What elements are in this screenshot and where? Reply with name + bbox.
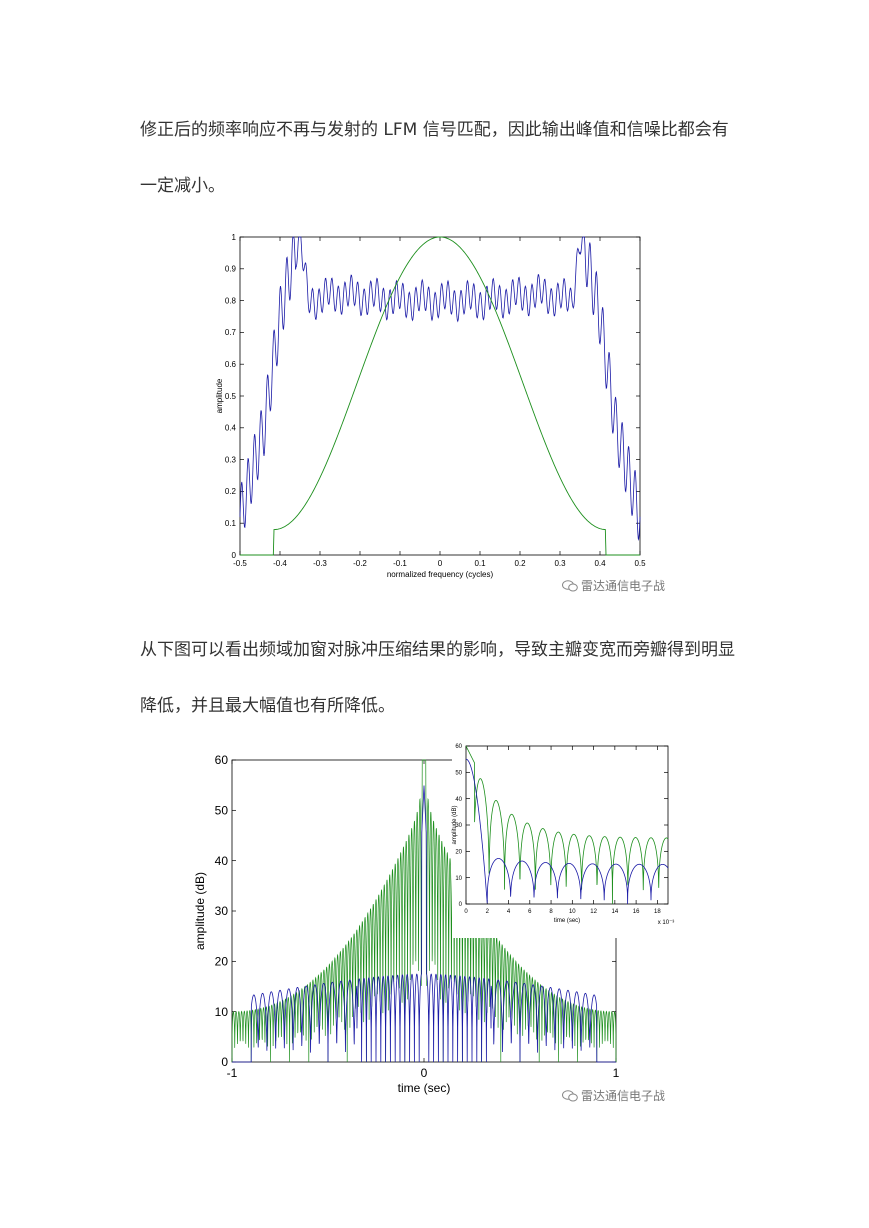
fig2-inset-y-tick-label: 50 — [455, 770, 462, 776]
fig1-x-tick-label: 0.3 — [554, 559, 566, 568]
fig2-inset-y-tick-label: 20 — [455, 849, 462, 855]
fig1-x-tick-label: 0.5 — [634, 559, 646, 568]
fig2-inset-x-tick-label: 0 — [464, 909, 468, 915]
fig2-inset-y-tick-label: 0 — [459, 902, 463, 908]
fig1-y-axis-label: amplitude — [215, 378, 224, 413]
fig2-inset: 0 2 4 6 8 10 12 14 16 18 0 10 20 30 40 50 60 time (sec) am… — [452, 740, 680, 938]
fig1-x-tick-label: -0.2 — [353, 559, 367, 568]
frequency-response-chart: -0.5 -0.4 -0.3 -0.2 -0.1 0 0.1 0.2 0.3 0.4 0.5 0 0.1… — [215, 233, 646, 579]
fig2-inset-y-tick-label: 60 — [455, 744, 462, 750]
fig2-inset-x-tick-label: 2 — [486, 909, 490, 915]
fig1-x-axis-label: normalized frequency (cycles) — [387, 570, 494, 579]
fig2-inset-series-blue-line — [465, 758, 669, 905]
fig1-x-tick-label: 0.4 — [594, 559, 606, 568]
fig1-x-tick-label: -0.5 — [233, 559, 247, 568]
watermark-1: 雷达通信电子战 — [562, 577, 665, 594]
fig2-inset-x-tick-label: 18 — [654, 909, 661, 915]
fig2-inset-plot-area — [465, 745, 669, 905]
paragraph-1: 修正后的频率响应不再与发射的 LFM 信号匹配，因此输出峰值和信噪比都会有一定减… — [140, 120, 729, 196]
fig2-y-axis-label: amplitude (dB) — [193, 872, 207, 950]
fig2-inset-x-tick-label: 8 — [549, 909, 553, 915]
fig2-inset-x-axis-label: time (sec) — [554, 918, 580, 924]
fig1-y-tick-label: 0.1 — [225, 519, 237, 528]
fig2-series-green-line — [231, 759, 617, 1063]
fig2-inset-y-tick-label: 30 — [455, 823, 462, 829]
fig1-y-tick-label: 0.5 — [225, 392, 237, 401]
fig1-series-blue-line — [239, 236, 641, 541]
fig2-y-tick-label: 60 — [215, 753, 229, 767]
fig2-y-tick-label: 40 — [215, 854, 229, 868]
fig2-inset-x-tick-label: 14 — [611, 909, 618, 915]
fig1-y-tick-label: 0.3 — [225, 455, 237, 464]
fig2-inset-x-tick-label: 12 — [590, 909, 597, 915]
fig1-y-tick-label: 0.6 — [225, 360, 237, 369]
fig1-x-tick-label: 0 — [438, 559, 443, 568]
fig2-inset-y-axis-label: amplitude (dB) — [452, 805, 458, 844]
fig2-inset-x-tick-label: 4 — [507, 909, 511, 915]
wechat-icon — [562, 1089, 578, 1101]
fig2-y-tick-label: 30 — [215, 904, 229, 918]
fig1-y-tick-label: 0.9 — [225, 265, 237, 274]
fig1-y-tick-label: 0.8 — [225, 296, 237, 305]
fig2-inset-series-green-line — [465, 745, 669, 905]
fig2-inset-exponent-label: x 10⁻³ — [658, 920, 675, 926]
fig1-series-green-line — [240, 236, 640, 556]
fig1-x-tick-label: -0.3 — [313, 559, 327, 568]
watermark-text: 雷达通信电子战 — [581, 1089, 666, 1103]
fig1-x-tick-label: -0.4 — [273, 559, 287, 568]
fig2-y-tick-label: 0 — [221, 1055, 228, 1069]
fig1-y-tick-label: 1 — [232, 233, 237, 242]
fig1-x-tick-label: 0.2 — [514, 559, 526, 568]
watermark-text: 雷达通信电子战 — [581, 579, 666, 593]
fig2-series-blue-line — [232, 785, 616, 1063]
fig2-x-tick-label: 0 — [421, 1066, 428, 1080]
fig2-inset-y-tick-label: 40 — [455, 797, 462, 803]
fig2-inset-x-tick-label: 10 — [569, 909, 576, 915]
fig1-y-tick-label: 0.2 — [225, 487, 237, 496]
fig2-inset-x-tick-label: 6 — [528, 909, 532, 915]
fig1-x-tick-label: 0.1 — [474, 559, 486, 568]
fig2-y-tick-label: 20 — [215, 955, 229, 969]
fig2-inset-x-tick-label: 16 — [633, 909, 640, 915]
fig2-x-tick-label: -1 — [227, 1066, 238, 1080]
fig1-y-tick-label: 0.7 — [225, 328, 237, 337]
wechat-icon — [562, 579, 578, 591]
fig1-x-tick-label: -0.1 — [393, 559, 407, 568]
fig2-y-tick-label: 50 — [215, 804, 229, 818]
fig1-y-tick-label: 0.4 — [225, 424, 237, 433]
fig2-x-axis-label: time (sec) — [398, 1081, 451, 1095]
fig1-plot-area — [239, 236, 641, 556]
fig2-x-tick-label: 1 — [613, 1066, 620, 1080]
fig2-inset-y-tick-label: 10 — [455, 876, 462, 882]
watermark-2: 雷达通信电子战 — [562, 1087, 665, 1104]
fig1-y-tick-label: 0 — [232, 551, 237, 560]
paragraph-2: 从下图可以看出频域加窗对脉冲压缩结果的影响，导致主瓣变宽而旁瓣得到明显降低，并且… — [140, 640, 735, 716]
fig2-y-tick-label: 10 — [215, 1005, 229, 1019]
